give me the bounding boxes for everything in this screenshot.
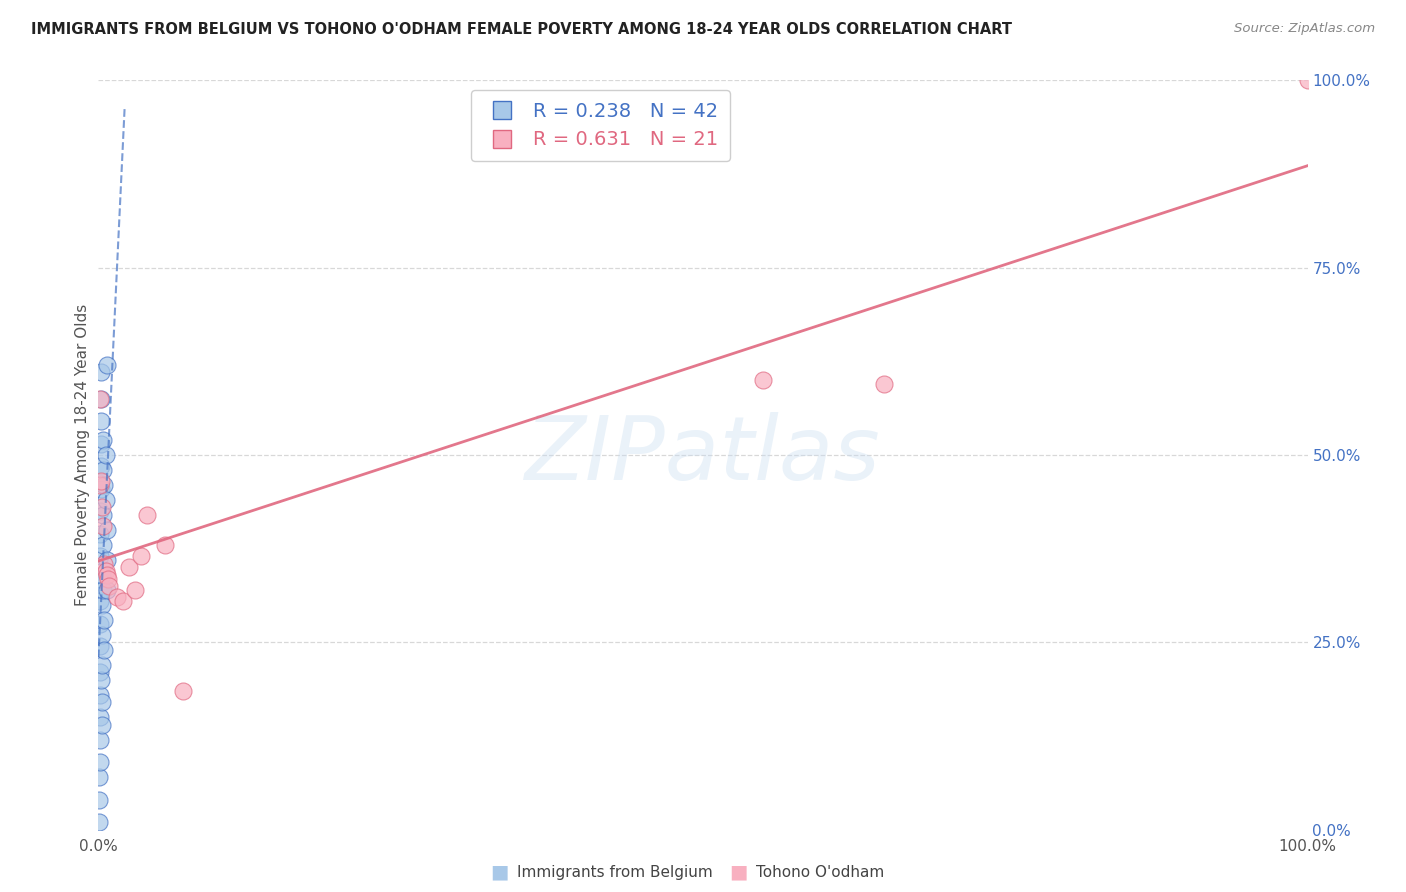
Point: [752, 373, 775, 387]
Point: [111, 594, 134, 608]
Point: [98, 579, 121, 593]
Point: [90, 436, 112, 450]
Point: [91, 567, 114, 582]
Point: [96, 553, 118, 567]
Point: [135, 508, 157, 522]
Point: [124, 582, 146, 597]
Point: [90, 392, 112, 406]
Point: [93, 613, 115, 627]
Point: [89, 616, 111, 631]
Point: [1296, 73, 1319, 87]
Point: [89, 594, 111, 608]
Point: [89, 392, 111, 406]
Point: [96, 567, 118, 582]
Point: [89, 504, 111, 518]
Legend: R = 0.238   N = 42, R = 0.631   N = 21: R = 0.238 N = 42, R = 0.631 N = 21: [471, 90, 730, 161]
Point: [93, 478, 115, 492]
Point: [89, 710, 111, 724]
Text: IMMIGRANTS FROM BELGIUM VS TOHONO O'ODHAM FEMALE POVERTY AMONG 18-24 YEAR OLDS C: IMMIGRANTS FROM BELGIUM VS TOHONO O'ODHA…: [31, 22, 1012, 37]
Point: [94, 448, 117, 462]
Point: [89, 665, 111, 680]
Point: [91, 598, 114, 612]
Point: [91, 628, 114, 642]
Point: [172, 684, 194, 698]
Point: [93, 642, 115, 657]
Point: [129, 549, 152, 563]
Point: [91, 717, 114, 731]
Point: [91, 433, 114, 447]
Point: [91, 657, 114, 672]
Text: Source: ZipAtlas.com: Source: ZipAtlas.com: [1234, 22, 1375, 36]
Text: ■: ■: [728, 863, 748, 882]
Point: [89, 755, 111, 769]
Point: [118, 560, 141, 574]
Point: [91, 500, 114, 515]
Point: [89, 549, 111, 563]
Point: [90, 474, 112, 488]
Point: [96, 358, 118, 372]
Point: [94, 564, 117, 578]
Point: [87, 770, 110, 784]
Point: [89, 572, 111, 586]
Point: [91, 519, 114, 533]
Point: [91, 538, 114, 552]
Point: [91, 463, 114, 477]
Text: ■: ■: [489, 863, 509, 882]
Point: [91, 508, 114, 522]
Text: Immigrants from Belgium: Immigrants from Belgium: [517, 865, 713, 880]
Point: [90, 459, 112, 474]
Point: [90, 482, 112, 496]
Text: ZIPatlas: ZIPatlas: [526, 412, 880, 498]
Point: [87, 815, 110, 830]
Point: [91, 695, 114, 709]
Point: [89, 639, 111, 653]
Point: [94, 492, 117, 507]
Y-axis label: Female Poverty Among 18-24 Year Olds: Female Poverty Among 18-24 Year Olds: [75, 304, 90, 606]
Point: [105, 591, 128, 605]
Point: [91, 582, 114, 597]
Point: [873, 376, 896, 391]
Point: [89, 526, 111, 541]
Point: [96, 523, 118, 537]
Point: [97, 572, 120, 586]
Point: [89, 478, 111, 492]
Point: [89, 688, 111, 702]
Point: [93, 557, 115, 571]
Point: [89, 732, 111, 747]
Point: [90, 673, 112, 687]
Point: [87, 792, 110, 806]
Text: Tohono O'odham: Tohono O'odham: [756, 865, 884, 880]
Point: [90, 366, 112, 380]
Point: [153, 538, 176, 552]
Point: [96, 582, 118, 597]
Point: [90, 414, 112, 428]
